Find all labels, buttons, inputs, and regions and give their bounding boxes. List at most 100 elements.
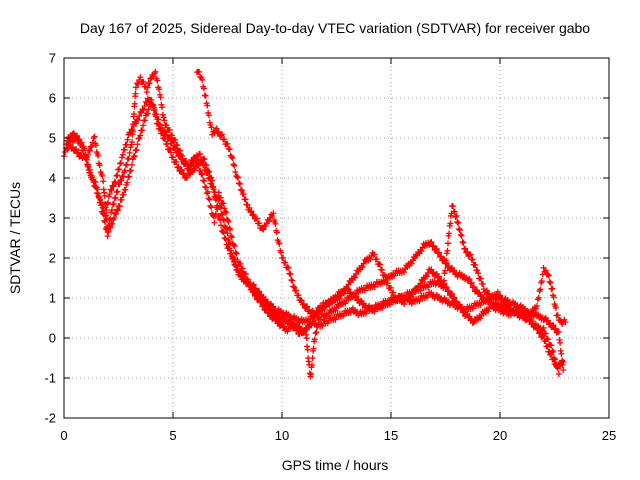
data-point: [248, 284, 255, 291]
data-point: [456, 226, 463, 233]
data-point: [318, 305, 325, 312]
data-point: [444, 288, 451, 295]
data-point: [199, 171, 206, 178]
data-point: [142, 98, 149, 105]
data-point: [99, 210, 106, 216]
data-point: [97, 196, 104, 203]
data-point: [362, 310, 369, 317]
data-point: [207, 202, 214, 209]
data-point: [440, 277, 447, 284]
data-point: [472, 261, 479, 268]
data-point: [551, 326, 558, 333]
data-point: [370, 307, 377, 314]
data-point: [101, 192, 108, 199]
data-point: [237, 268, 244, 275]
data-point: [99, 172, 106, 179]
data-point: [179, 171, 186, 178]
data-point: [116, 181, 123, 188]
data-point: [443, 257, 450, 264]
data-point: [84, 151, 91, 158]
data-point: [304, 346, 311, 353]
data-point: [108, 187, 115, 194]
data-point: [191, 167, 198, 174]
data-point: [210, 186, 217, 193]
data-point: [449, 290, 456, 297]
data-point: [312, 311, 319, 318]
data-point: [250, 288, 257, 295]
data-point: [166, 135, 173, 142]
data-point: [177, 167, 184, 174]
data-point: [450, 295, 457, 302]
data-point: [555, 371, 562, 377]
data-point: [317, 316, 324, 323]
data-point: [224, 230, 231, 237]
data-point: [212, 211, 219, 218]
data-point: [417, 287, 424, 294]
data-point: [130, 121, 137, 128]
data-point: [122, 186, 129, 193]
data-point: [127, 167, 134, 174]
data-point: [522, 305, 529, 312]
data-points: [61, 68, 569, 380]
data-point: [119, 151, 126, 158]
data-point: [111, 215, 118, 221]
data-point: [227, 226, 234, 233]
data-point: [255, 296, 262, 302]
data-point: [293, 287, 300, 294]
data-point: [197, 73, 204, 80]
data-point: [260, 302, 267, 309]
data-point: [206, 168, 213, 175]
data-point: [203, 162, 210, 169]
data-point: [152, 68, 159, 75]
data-point: [219, 228, 226, 235]
data-point: [154, 77, 161, 84]
data-point: [432, 246, 439, 253]
data-point: [168, 132, 175, 139]
data-point: [483, 287, 490, 294]
data-point: [451, 208, 458, 215]
data-point: [295, 292, 302, 299]
data-point: [535, 326, 542, 333]
data-point: [456, 227, 463, 234]
data-point: [325, 301, 332, 308]
data-point: [94, 186, 101, 193]
data-point: [545, 272, 552, 279]
data-point: [135, 117, 142, 124]
data-point: [352, 274, 359, 281]
data-point: [178, 166, 185, 173]
data-point: [144, 84, 151, 91]
data-point: [249, 212, 256, 219]
data-point: [423, 294, 430, 301]
data-point: [87, 169, 94, 176]
data-point: [560, 359, 567, 365]
data-point: [534, 326, 541, 333]
data-point: [244, 201, 251, 208]
data-point: [140, 107, 147, 114]
data-point: [161, 117, 168, 124]
plot-area-frame: [63, 57, 610, 419]
data-point: [298, 297, 305, 304]
data-point: [140, 122, 147, 129]
data-point: [232, 169, 239, 176]
data-point: [137, 132, 144, 139]
data-point: [209, 177, 216, 184]
data-point: [452, 214, 459, 221]
data-point: [238, 187, 245, 194]
data-point: [107, 215, 114, 222]
data-point: [226, 146, 233, 153]
data-point: [174, 164, 181, 171]
data-point: [202, 183, 209, 190]
data-point: [276, 240, 283, 247]
data-point: [105, 228, 112, 235]
data-point: [101, 217, 108, 224]
data-point: [89, 174, 96, 181]
data-point: [164, 141, 171, 148]
axis-ticks: 0 5 10 15 20 25 -2 -1 0 1 2 3 4 5 6 7: [44, 51, 616, 444]
data-point: [429, 243, 436, 250]
y-tick-label: 7: [49, 51, 56, 66]
data-point: [262, 223, 269, 230]
data-point: [226, 245, 233, 252]
data-point: [460, 239, 467, 246]
data-point: [222, 208, 229, 215]
data-point: [162, 132, 169, 139]
